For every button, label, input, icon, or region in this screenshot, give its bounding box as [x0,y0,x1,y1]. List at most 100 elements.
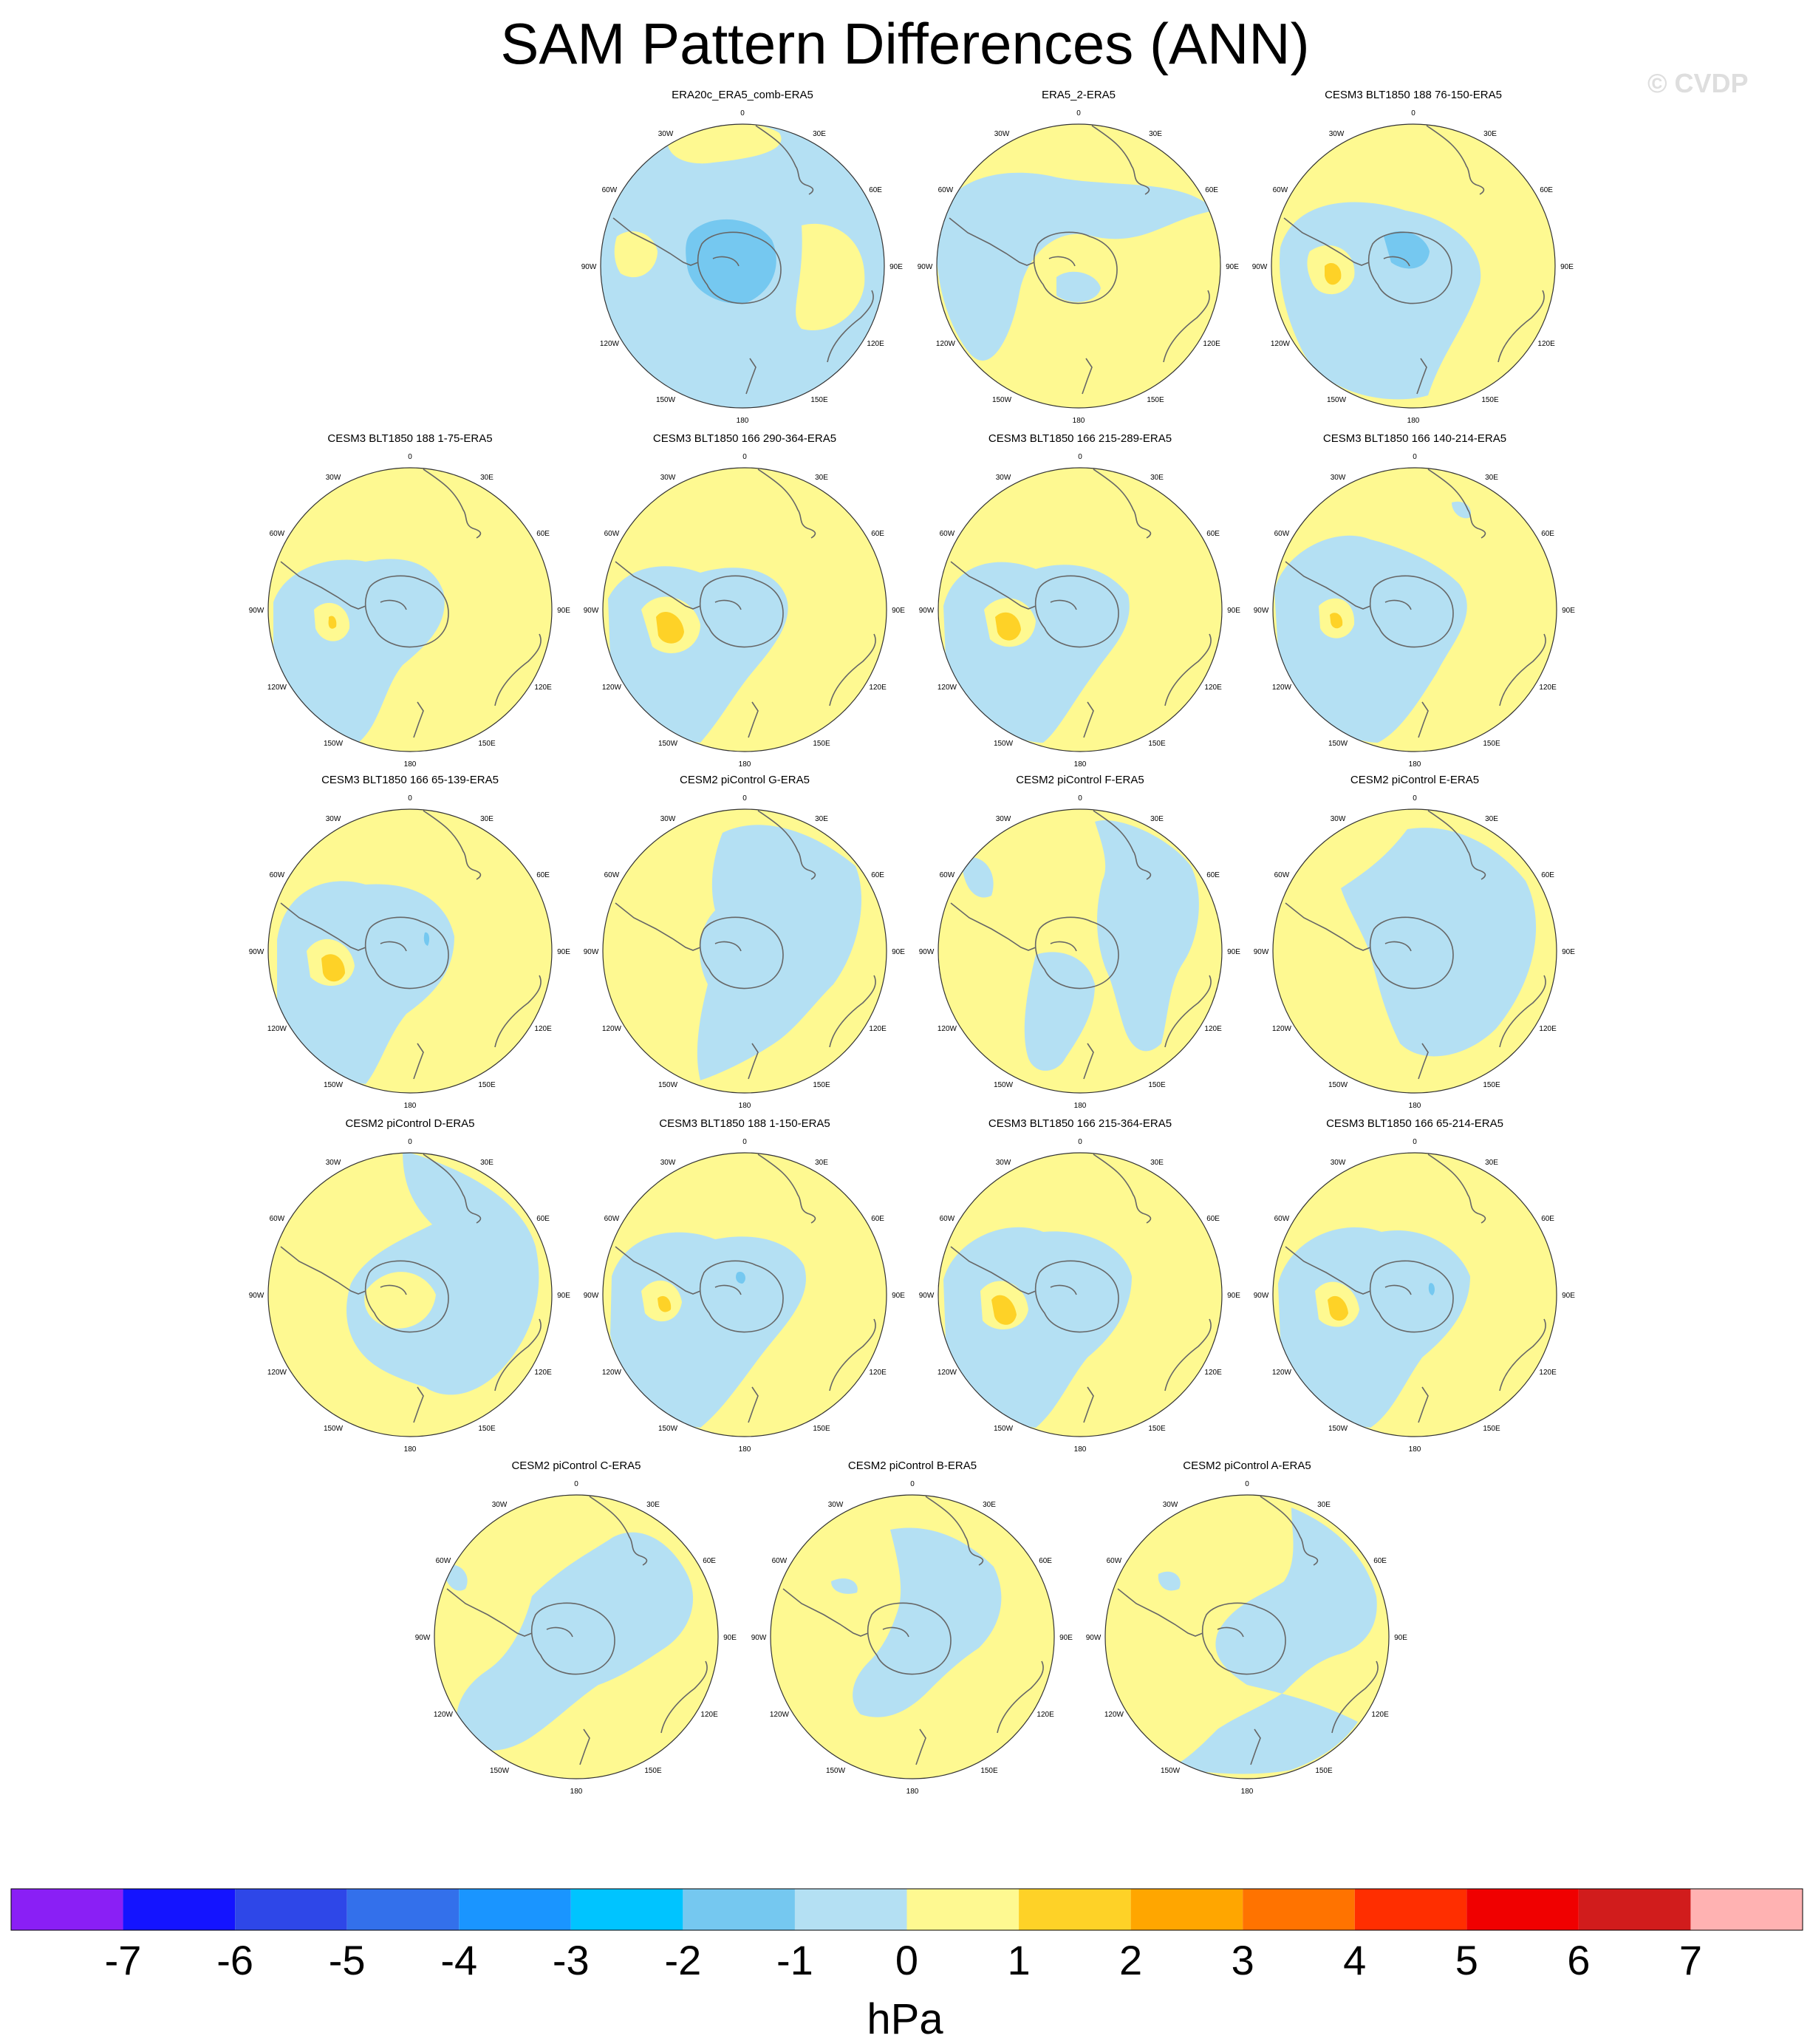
longitude-label: 30W [996,815,1011,823]
longitude-label: 120E [869,1369,887,1377]
anomaly-region [991,1295,1017,1325]
coastline [579,1728,590,1765]
map-boundary [434,1494,719,1779]
colorbar-unit: hPa [867,1995,943,2043]
coastline [697,231,782,304]
panel-title: CESM3 BLT1850 188 76-150-ERA5 [1325,89,1502,101]
coastline [699,575,784,648]
map-boundary [267,467,553,752]
longitude-label: 30E [1150,1159,1164,1167]
longitude-label: 30E [646,1501,660,1509]
coastline [1416,358,1427,395]
longitude-label: 180 [1074,1102,1087,1110]
longitude-label: 60W [604,530,620,538]
longitude-label: 90W [584,607,599,615]
coastline [1418,1043,1429,1080]
longitude-label: 120E [700,1711,718,1719]
longitude-label: 180 [404,1102,417,1110]
longitude-label: 150W [1328,1081,1348,1089]
coastline [1283,217,1370,266]
longitude-label: 150W [994,1425,1014,1433]
longitude-label: 90W [249,948,264,956]
longitude-label: 150E [980,1767,998,1775]
longitude-label: 90E [1562,948,1575,956]
longitude-label: 30W [1331,815,1346,823]
longitude-label: 60W [938,186,954,194]
colorbar-swatch [1690,1889,1803,1930]
longitude-label: 120E [1204,1369,1222,1377]
panel-title: CESM2 piControl F-ERA5 [1016,774,1144,786]
longitude-label: 180 [404,760,417,769]
panel-title: ERA20c_ERA5_comb-ERA5 [672,89,813,101]
coastline [748,1043,759,1080]
panel-title: CESM2 piControl G-ERA5 [680,774,810,786]
longitude-label: 90W [1086,1634,1102,1642]
longitude-label: 0 [408,1138,412,1146]
longitude-label: 30E [1149,130,1162,138]
anomaly-region [1095,820,1199,1052]
colorbar: -7 -6 -5 -4 -3 -2 -1 0 1 2 3 4 5 6 7 hPa [10,1888,1803,2043]
longitude-label: 150W [658,740,678,748]
longitude-label: 60W [604,1215,620,1223]
colorbar-tick-label: 3 [1232,1937,1254,1983]
longitude-label: 150E [1483,1425,1500,1433]
polar-map: 0 30E 60E 90E 120E 150E 180 150W 120W 90W 60W 30W [249,453,571,769]
longitude-label: 0 [408,453,412,461]
longitude-label: 150W [658,1425,678,1433]
longitude-label: 120E [1037,1711,1054,1719]
map-boundary [1272,1152,1557,1437]
anomaly-region [656,611,684,644]
coastline [423,810,482,880]
longitude-label: 150W [826,1767,846,1775]
longitude-label: 90E [892,1292,905,1300]
longitude-label: 30W [996,474,1011,482]
coastline [1285,902,1371,951]
map-boundary [770,1494,1055,1779]
coastline [882,1626,909,1638]
map-boundary [1104,1494,1390,1779]
longitude-label: 0 [1245,1480,1249,1488]
coastline [748,701,759,738]
longitude-label: 30E [1150,815,1164,823]
colorbar-tick-label: -5 [329,1937,366,1983]
coastline [380,941,407,952]
longitude-label: 180 [404,1445,417,1454]
colorbar-tick-label: 4 [1343,1937,1366,1983]
polar-map: 0 30E 60E 90E 120E 150E 180 150W 120W 90W 60W 30W [249,1138,571,1454]
map-boundary [938,467,1223,752]
coastline [660,1660,708,1734]
polar-map: 0 30E 60E 90E 120E 150E 180 150W 120W 90W 60W 30W [1254,453,1576,769]
coastline [950,902,1037,951]
coastline [546,1626,573,1638]
polar-map: 0 30E 60E 90E 120E 150E 180 150W 120W 90W 60W 30W [919,453,1241,769]
longitude-label: 150E [1483,740,1500,748]
longitude-label: 90W [751,1634,767,1642]
longitude-label: 150W [324,740,344,748]
longitude-label: 30W [1331,1159,1346,1167]
longitude-label: 30W [326,1159,341,1167]
longitude-label: 150W [1327,396,1347,404]
coastline [413,1043,424,1080]
anomaly-region [1325,263,1342,285]
panel-title: CESM3 BLT1850 188 1-75-ERA5 [327,432,493,445]
longitude-label: 120W [602,684,622,692]
longitude-label: 150E [1147,396,1164,404]
colorbar-tick-label: 5 [1455,1937,1478,1983]
map-boundary [1272,808,1557,1094]
longitude-label: 0 [1076,109,1081,117]
longitude-label: 180 [570,1788,583,1796]
longitude-label: 0 [742,453,747,461]
panel-title: CESM3 BLT1850 166 215-289-ERA5 [988,432,1172,445]
longitude-label: 120W [1272,1369,1292,1377]
anomaly-region [321,954,345,982]
longitude-label: 90E [1227,1292,1240,1300]
longitude-label: 120E [534,1025,552,1033]
panel-title: CESM3 BLT1850 188 1-150-ERA5 [659,1117,830,1130]
longitude-label: 30E [1485,815,1498,823]
coastline [1117,1588,1203,1637]
colorbar-swatch [235,1889,347,1930]
longitude-label: 60E [703,1557,716,1565]
coastline [280,561,366,610]
longitude-label: 0 [574,1480,578,1488]
longitude-label: 120E [869,684,887,692]
